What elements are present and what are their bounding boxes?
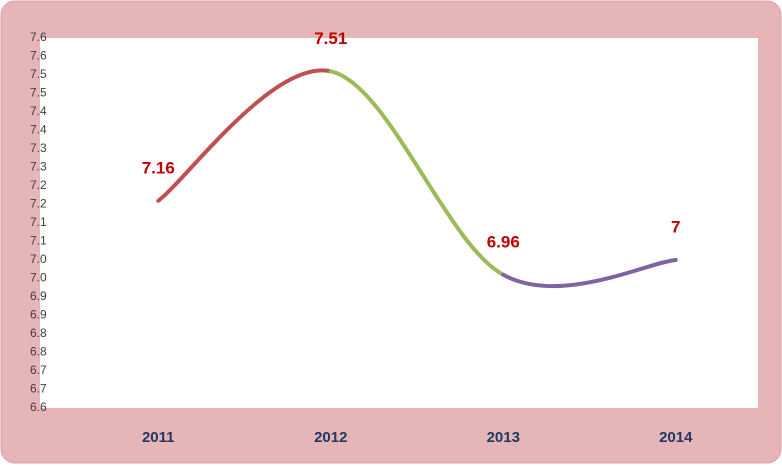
y-tick-label: 7.5 [30, 67, 47, 81]
plot-area [40, 38, 758, 408]
line-segment [328, 69, 506, 277]
y-tick-label: 7.6 [30, 49, 47, 63]
y-tick-label: 7.5 [30, 86, 47, 100]
y-tick-label: 6.8 [30, 345, 47, 359]
y-tick-label: 7.4 [30, 104, 47, 118]
y-tick-label: 6.9 [30, 308, 47, 322]
x-tick-label: 2011 [142, 429, 175, 446]
y-tick-label: 6.6 [30, 400, 47, 414]
data-label: 6.96 [487, 232, 520, 251]
y-tick-label: 7.2 [30, 178, 47, 192]
data-label: 7.16 [142, 158, 175, 177]
y-tick-label: 7.2 [30, 197, 47, 211]
x-tick-label: 2014 [659, 429, 693, 446]
y-tick-label: 6.7 [30, 382, 47, 396]
y-tick-label: 6.8 [30, 326, 47, 340]
y-tick-label: 7.3 [30, 141, 47, 155]
y-tick-label: 7.1 [30, 234, 47, 248]
y-tick-label: 6.9 [30, 289, 47, 303]
x-tick-label: 2012 [314, 429, 347, 446]
line-segment [156, 68, 333, 203]
y-tick-label: 7.3 [30, 160, 47, 174]
y-tick-label: 7.4 [30, 123, 47, 137]
data-label: 7.51 [314, 29, 347, 48]
y-tick-label: 6.7 [30, 363, 47, 377]
x-tick-label: 2013 [487, 429, 520, 446]
y-tick-label: 7.1 [30, 215, 47, 229]
y-tick-label: 7.0 [30, 271, 47, 285]
line-segment [501, 258, 678, 289]
y-tick-label: 7.0 [30, 252, 47, 266]
y-tick-label: 7.6 [30, 30, 47, 44]
data-label: 7 [671, 217, 680, 236]
